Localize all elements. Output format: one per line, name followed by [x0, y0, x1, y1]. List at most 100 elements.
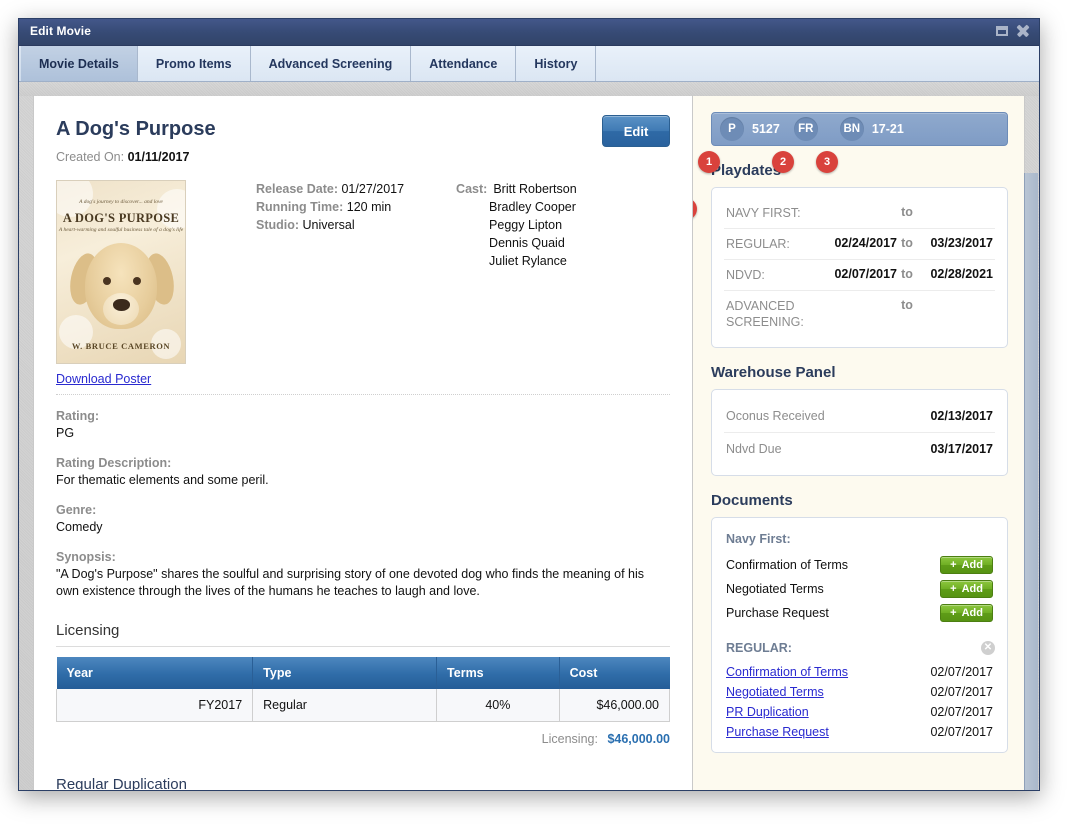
running-time-value: 120 min: [346, 200, 392, 214]
document-row: Purchase Request 02/07/2017: [724, 722, 995, 742]
cast-member: Britt Robertson: [493, 182, 577, 196]
column-header-cost[interactable]: Cost: [559, 657, 670, 689]
add-button-label: Add: [961, 607, 983, 619]
licensing-table-head: Year Type Terms Cost: [56, 657, 670, 689]
badge-code-fr: FR: [793, 117, 818, 141]
documents-group-separator: [724, 625, 995, 637]
tab-label: Attendance: [429, 56, 498, 71]
warehouse-value: 03/17/2017: [930, 442, 993, 456]
licensing-table: Year Type Terms Cost FY2017 Regular 40% …: [55, 657, 671, 722]
poster-tagline-top: A dog's journey to discover... and love: [79, 199, 163, 205]
cast-member: Juliet Rylance: [489, 254, 567, 268]
studio-label: Studio:: [256, 218, 300, 232]
poster-dog-nose: [113, 299, 130, 311]
document-row: Purchase Request + Add: [724, 601, 995, 625]
page-title: A Dog's Purpose: [56, 118, 216, 140]
annotation-marker-3: 3: [816, 151, 838, 173]
document-link[interactable]: Confirmation of Terms: [726, 665, 849, 679]
genre-label: Genre:: [56, 503, 97, 517]
add-document-button[interactable]: + Add: [940, 580, 993, 598]
annotation-marker-1: 1: [698, 151, 720, 173]
genre-block: Genre: Comedy: [56, 503, 670, 536]
cast-first-row: Cast: Britt Robertson: [456, 180, 577, 198]
window-scrollbar[interactable]: [1024, 173, 1038, 790]
close-window-icon[interactable]: [1016, 24, 1031, 39]
movie-details-panel: Edit A Dog's Purpose Created On: 01/11/2…: [33, 96, 693, 790]
remove-circle-icon[interactable]: ✕: [981, 641, 995, 655]
documents-group-navy-first-title: Navy First:: [726, 532, 995, 546]
release-date-label: Release Date:: [256, 182, 338, 196]
playdate-to-label: to: [901, 236, 913, 250]
rating-description-block: Rating Description: For thematic element…: [56, 456, 670, 489]
restore-window-icon[interactable]: [996, 24, 1011, 39]
add-document-button[interactable]: + Add: [940, 604, 993, 622]
divider: [56, 394, 670, 395]
poster-author-text: W. BRUCE CAMERON: [71, 341, 171, 351]
licensing-total-label: Licensing:: [541, 732, 598, 746]
running-time-label: Running Time:: [256, 200, 344, 214]
poster-bokeh: [157, 189, 185, 229]
studio-row: Studio: Universal: [256, 216, 404, 234]
column-header-type[interactable]: Type: [252, 657, 438, 689]
document-link[interactable]: Negotiated Terms: [726, 685, 824, 699]
playdate-to-label: to: [901, 267, 913, 281]
tab-history[interactable]: History: [516, 46, 597, 81]
column-header-terms[interactable]: Terms: [436, 657, 560, 689]
poster-dog-eye-left: [103, 277, 111, 285]
cast-member: Bradley Cooper: [489, 200, 576, 214]
synopsis-value: "A Dog's Purpose" shares the soulful and…: [56, 567, 645, 598]
table-header-row: Year Type Terms Cost: [56, 657, 670, 689]
document-label: Purchase Request: [726, 606, 829, 620]
table-row[interactable]: FY2017 Regular 40% $46,000.00: [55, 689, 671, 722]
document-link[interactable]: Purchase Request: [726, 725, 829, 739]
document-row: Negotiated Terms 02/07/2017: [724, 682, 995, 702]
warehouse-panel-card: Oconus Received 02/13/2017 Ndvd Due 03/1…: [711, 389, 1008, 476]
movie-code-badge-bar[interactable]: P 5127 FR BN 17-21: [711, 112, 1008, 146]
close-x-glyph: [1016, 24, 1030, 38]
playdate-label: REGULAR:: [726, 237, 790, 251]
warehouse-panel-heading: Warehouse Panel: [711, 364, 836, 381]
playdate-row-advanced-screening: ADVANCED SCREENING: to: [724, 291, 995, 337]
document-date: 02/07/2017: [930, 725, 993, 739]
playdate-row-regular: REGULAR: 02/24/2017 to 03/23/2017: [724, 229, 995, 260]
edit-button[interactable]: Edit: [602, 115, 670, 147]
badge-code-bn: BN: [839, 117, 864, 141]
group-title-label: Navy First:: [726, 532, 791, 546]
download-poster-link[interactable]: Download Poster: [56, 372, 152, 386]
warehouse-label: Oconus Received: [726, 409, 825, 423]
tab-attendance[interactable]: Attendance: [411, 46, 517, 81]
tab-promo-items[interactable]: Promo Items: [137, 46, 251, 81]
edit-movie-window: Edit Movie Movie Details Promo Items Adv…: [18, 18, 1040, 791]
window-title: Edit Movie: [30, 24, 92, 38]
playdate-label: ADVANCED SCREENING:: [726, 299, 804, 329]
release-date-value: 01/27/2017: [341, 182, 405, 196]
genre-value: Comedy: [56, 520, 103, 534]
documents-heading: Documents: [711, 492, 793, 509]
add-document-button[interactable]: + Add: [940, 556, 993, 574]
tab-advanced-screening[interactable]: Advanced Screening: [250, 46, 412, 81]
document-date: 02/07/2017: [930, 665, 993, 679]
playdate-to-label: to: [901, 205, 913, 219]
column-header-year[interactable]: Year: [56, 657, 254, 689]
document-row: PR Duplication 02/07/2017: [724, 702, 995, 722]
cast-member: Peggy Lipton: [489, 218, 563, 232]
rating-description-label: Rating Description:: [56, 456, 172, 470]
rating-block: Rating: PG: [56, 409, 670, 442]
rating-value: PG: [56, 426, 75, 440]
warehouse-row-ndvd-due: Ndvd Due 03/17/2017: [724, 433, 995, 465]
group-title-label: REGULAR:: [726, 641, 792, 655]
tab-bar-filler: [596, 46, 1039, 81]
tab-label: Promo Items: [155, 56, 232, 71]
playdate-to-label: to: [901, 298, 913, 312]
synopsis-label: Synopsis:: [56, 550, 116, 564]
poster-title-text: A DOG'S PURPOSE: [62, 211, 180, 225]
poster-bokeh: [151, 329, 181, 359]
warehouse-value: 02/13/2017: [930, 409, 993, 423]
badge-value-bn: 17-21: [871, 122, 904, 136]
tab-movie-details[interactable]: Movie Details: [21, 46, 138, 81]
playdate-label: NAVY FIRST:: [726, 206, 801, 220]
licensing-total-value: $46,000.00: [607, 732, 670, 746]
plus-icon: +: [950, 559, 957, 571]
document-link[interactable]: PR Duplication: [726, 705, 809, 719]
